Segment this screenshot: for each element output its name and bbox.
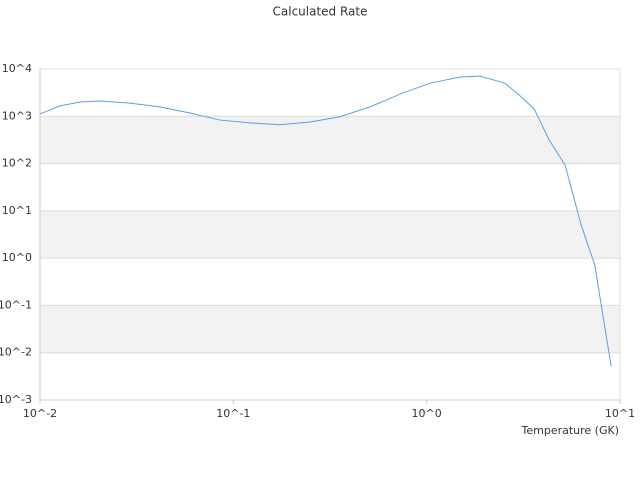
chart-title: Calculated Rate	[273, 5, 368, 19]
grid-band	[40, 305, 620, 353]
y-tick-label: 10^-1	[0, 298, 32, 311]
x-tick-label: 10^-1	[216, 407, 250, 420]
y-tick-label: 10^4	[2, 62, 32, 75]
x-tick-label: 10^0	[412, 407, 442, 420]
y-tick-label: 10^1	[2, 204, 32, 217]
y-tick-label: 10^3	[2, 109, 32, 122]
y-tick-label: 10^0	[2, 251, 32, 264]
x-axis-label: Temperature (GK)	[521, 424, 620, 437]
grid-band	[40, 116, 620, 164]
x-tick-label: 10^-2	[23, 407, 57, 420]
y-tick-label: 10^-3	[0, 393, 32, 406]
data-line	[39, 75, 612, 367]
y-tick-label: 10^2	[2, 157, 32, 170]
plot-background	[40, 116, 620, 353]
y-tick-label: 10^-2	[0, 346, 32, 359]
grid-band	[40, 210, 620, 259]
x-tick-label: 10^1	[605, 407, 635, 420]
